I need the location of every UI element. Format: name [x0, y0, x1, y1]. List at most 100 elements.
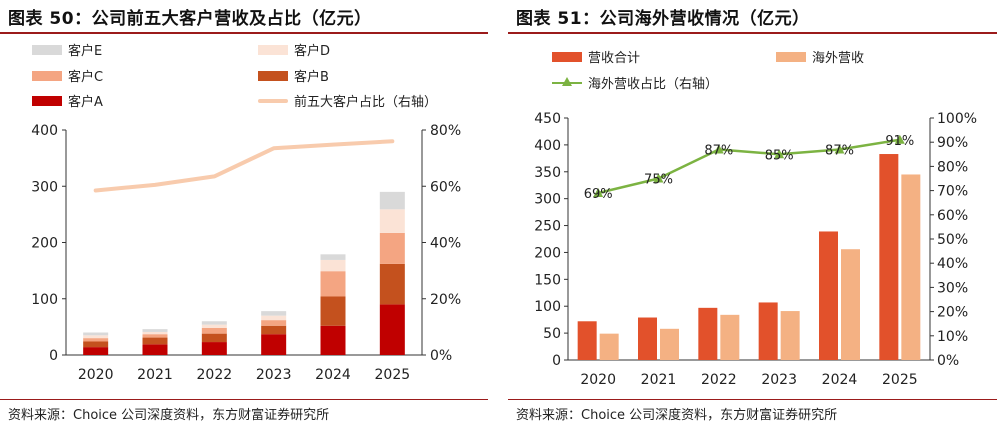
right-share-marker: [593, 188, 604, 198]
left-bar-segment-2: [201, 328, 227, 334]
right-y2-tick-label: 100%: [937, 111, 977, 127]
left-chart-title: 图表 50：公司前五大客户营收及占比（亿元）: [8, 9, 372, 29]
left-y2-tick-label: 80%: [430, 123, 461, 139]
right-y-tick-label: 150: [534, 272, 561, 288]
right-chart-title: 图表 51：公司海外营收情况（亿元）: [516, 9, 810, 29]
right-bar-total: [819, 231, 838, 360]
left-y2-tick-label: 60%: [430, 179, 461, 195]
left-y-tick-label: 0: [49, 348, 58, 364]
left-bar-segment-0: [142, 344, 168, 355]
left-bar-segment-0: [320, 325, 346, 355]
left-title-rule: [0, 32, 488, 34]
left-x-tick-label: 2022: [197, 367, 233, 383]
legend-item-customer-b: 客户B: [258, 66, 329, 85]
right-share-data-label: 87%: [825, 143, 854, 158]
left-bar-segment-3: [83, 335, 109, 339]
left-bar-segment-0: [379, 304, 405, 355]
left-bar-segment-0: [83, 347, 109, 355]
left-bar-segment-4: [142, 329, 168, 332]
left-chart-panel: 图表 50：公司前五大客户营收及占比（亿元） 客户E 客户D 客户C 客户B 客…: [0, 0, 488, 424]
right-bar-overseas: [720, 314, 740, 360]
left-bar-segment-2: [379, 232, 405, 264]
left-bar-segment-4: [201, 321, 227, 325]
right-y-tick-label: 400: [534, 138, 561, 154]
right-y-tick-label: 250: [534, 219, 561, 235]
right-y-tick-label: 100: [534, 299, 561, 315]
right-share-data-label: 87%: [704, 143, 733, 158]
left-y-tick-label: 200: [31, 236, 58, 252]
right-bar-total: [577, 321, 597, 360]
left-bar-segment-1: [320, 296, 346, 326]
right-share-data-label: 85%: [765, 148, 794, 163]
left-bar-segment-3: [142, 331, 168, 335]
right-y-tick-label: 0: [552, 353, 561, 369]
left-bar-segment-2: [320, 271, 346, 297]
right-y2-tick-label: 80%: [937, 159, 968, 175]
left-source-rule: [0, 399, 488, 400]
legend-label-customer-d: 客户D: [294, 44, 331, 59]
left-x-tick-label: 2023: [256, 367, 292, 383]
left-x-tick-label: 2024: [315, 367, 351, 383]
left-bar-segment-2: [261, 320, 287, 326]
left-bar-segment-1: [261, 325, 287, 335]
right-y-tick-label: 300: [534, 192, 561, 208]
right-y2-tick-label: 30%: [937, 280, 968, 296]
left-bar-segment-0: [201, 342, 227, 355]
left-bar-segment-3: [379, 209, 405, 233]
right-y-tick-label: 350: [534, 165, 561, 181]
legend-swatch-customer-c: [32, 70, 62, 81]
left-bar-segment-0: [261, 334, 287, 355]
left-y-tick-label: 300: [31, 179, 58, 195]
left-y2-tick-label: 20%: [430, 292, 461, 308]
right-bar-total: [638, 317, 657, 360]
left-source-text: 资料来源：Choice 公司深度资料，东方财富证券研究所: [8, 408, 330, 423]
legend-swatch-customer-b: [258, 70, 288, 81]
right-title-rule: [508, 32, 997, 34]
left-bar-segment-4: [320, 254, 346, 260]
right-y2-tick-label: 40%: [937, 256, 968, 272]
left-x-tick-label: 2020: [78, 367, 114, 383]
left-y2-tick-label: 40%: [430, 236, 461, 252]
left-bar-segment-3: [201, 324, 227, 328]
right-share-marker: [713, 144, 724, 154]
legend-item-customer-e: 客户E: [32, 40, 102, 59]
legend-swatch-customer-a: [32, 95, 62, 106]
right-x-tick-label: 2021: [641, 372, 677, 388]
legend-item-overseas-revenue: 海外营收: [776, 47, 864, 66]
left-bar-segment-4: [261, 311, 287, 316]
legend-swatch-top5-share: [258, 98, 288, 103]
right-y2-tick-label: 70%: [937, 184, 968, 200]
right-share-marker: [834, 144, 845, 154]
right-chart-panel: 图表 51：公司海外营收情况（亿元） 营收合计 海外营收 海外营收占比（右轴） …: [508, 0, 997, 424]
left-y-tick-label: 100: [31, 292, 58, 308]
left-y2-tick-label: 0%: [430, 348, 452, 364]
legend-label-customer-a: 客户A: [68, 95, 103, 110]
left-bar-segment-1: [83, 341, 109, 348]
legend-label-overseas-revenue: 海外营收: [812, 51, 865, 66]
right-y-tick-label: 200: [534, 245, 561, 261]
legend-swatch-customer-d: [258, 44, 288, 55]
left-y-tick-label: 400: [31, 123, 58, 139]
right-bar-total: [879, 154, 899, 360]
legend-swatch-overseas-share: [552, 76, 582, 88]
right-y2-tick-label: 20%: [937, 305, 968, 321]
right-share-marker: [774, 149, 785, 159]
legend-item-customer-a: 客户A: [32, 91, 103, 110]
legend-swatch-overseas-revenue: [776, 51, 806, 62]
right-y2-tick-label: 10%: [937, 329, 968, 345]
right-x-tick-label: 2023: [761, 372, 797, 388]
legend-label-top5-share: 前五大客户占比（右轴）: [294, 95, 438, 110]
left-bar-segment-1: [201, 333, 227, 343]
left-share-line: [93, 139, 395, 193]
right-y2-tick-label: 60%: [937, 208, 968, 224]
right-y2-tick-label: 50%: [937, 232, 968, 248]
right-bar-overseas: [599, 333, 619, 360]
right-x-tick-label: 2024: [822, 372, 858, 388]
left-chart-svg: 0 100 200 300 400 0% 20% 40% 60% 80% 2020 2021 2022 2…: [31, 123, 461, 383]
left-bar-segment-2: [142, 334, 168, 338]
legend-item-overseas-share: 海外营收占比（右轴）: [552, 73, 718, 92]
right-chart-svg: 0 50 100 150 200 250 300 350 400 450 0% 10% 20% 30% 40…: [534, 111, 977, 388]
legend-item-customer-c: 客户C: [32, 66, 103, 85]
right-source-text: 资料来源：Choice 公司深度资料，东方财富证券研究所: [516, 408, 838, 423]
right-share-data-label: 91%: [885, 134, 914, 149]
